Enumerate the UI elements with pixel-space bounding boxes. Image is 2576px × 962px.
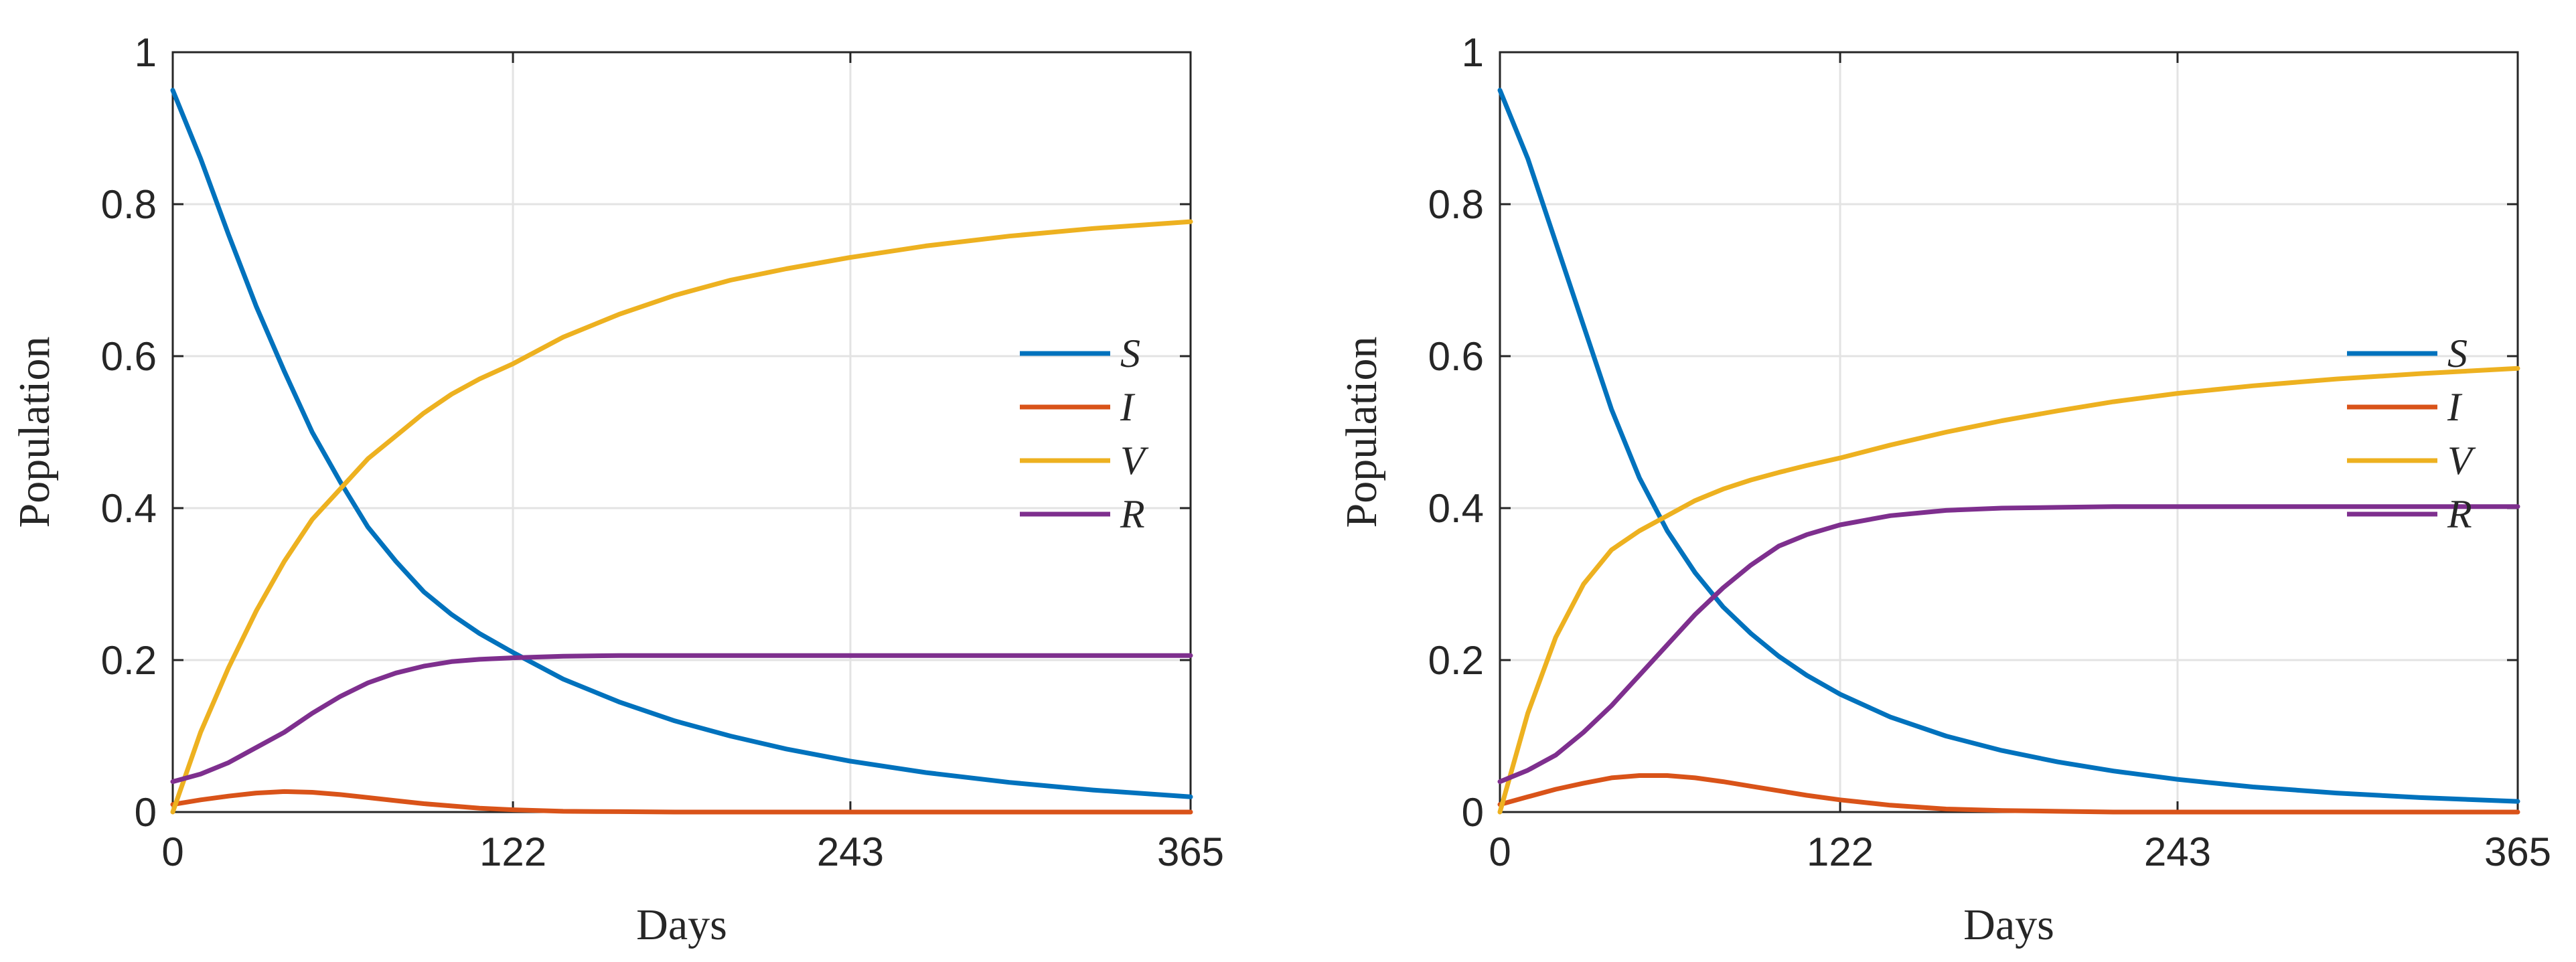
x-tick-label: 243 <box>2144 829 2211 874</box>
y-axis-title: Population <box>1337 336 1386 528</box>
y-tick-label: 1 <box>1462 30 1484 75</box>
y-tick-label: 0.4 <box>101 486 157 531</box>
x-tick-label: 243 <box>817 829 884 874</box>
legend-label-V: V <box>1120 438 1149 483</box>
series-line-V <box>1497 366 2520 815</box>
legend-label-S: S <box>2447 331 2468 376</box>
y-tick-label: 0.4 <box>1428 486 1484 531</box>
series-line-I <box>170 789 1193 815</box>
legend-label-I: I <box>2447 385 2463 429</box>
x-tick-label: 122 <box>479 829 546 874</box>
legend-label-V: V <box>2447 438 2476 483</box>
y-axis-title: Population <box>10 336 59 528</box>
x-tick-label: 365 <box>1157 829 1224 874</box>
y-tick-label: 1 <box>135 30 157 75</box>
series-line-R <box>170 653 1193 785</box>
x-tick-label: 0 <box>1489 829 1511 874</box>
x-tick-label: 122 <box>1807 829 1874 874</box>
plot-area <box>1500 52 2518 812</box>
y-tick-label: 0.2 <box>101 638 157 683</box>
series-line-V <box>170 219 1193 815</box>
legend-label-I: I <box>1120 385 1136 429</box>
legend-label-R: R <box>2447 492 2472 536</box>
y-tick-label: 0.6 <box>101 334 157 379</box>
series-line-S <box>1497 88 2520 804</box>
legend-label-R: R <box>1120 492 1145 536</box>
chart-panel-1: 0 122 243 365 0 0.2 0.4 0.6 0.8 1 Days Population SI… <box>10 30 1224 949</box>
series-line-I <box>1497 773 2520 815</box>
y-tick-label: 0.8 <box>101 182 157 227</box>
series-line-S <box>170 88 1193 799</box>
y-tick-label: 0.6 <box>1428 334 1484 379</box>
x-tick-label: 365 <box>2484 829 2551 874</box>
y-tick-label: 0 <box>135 790 157 835</box>
y-tick-label: 0 <box>1462 790 1484 835</box>
legend-label-S: S <box>1120 331 1140 376</box>
x-axis-title: Days <box>636 900 727 949</box>
plot-area <box>173 52 1191 812</box>
series-line-R <box>1497 504 2520 785</box>
x-axis-title: Days <box>1963 900 2054 949</box>
y-tick-label: 0.8 <box>1428 182 1484 227</box>
x-tick-label: 0 <box>161 829 183 874</box>
chart-panel-2: 0 122 243 365 0 0.2 0.4 0.6 0.8 1 Days Population SI… <box>1337 30 2551 949</box>
y-tick-label: 0.2 <box>1428 638 1484 683</box>
